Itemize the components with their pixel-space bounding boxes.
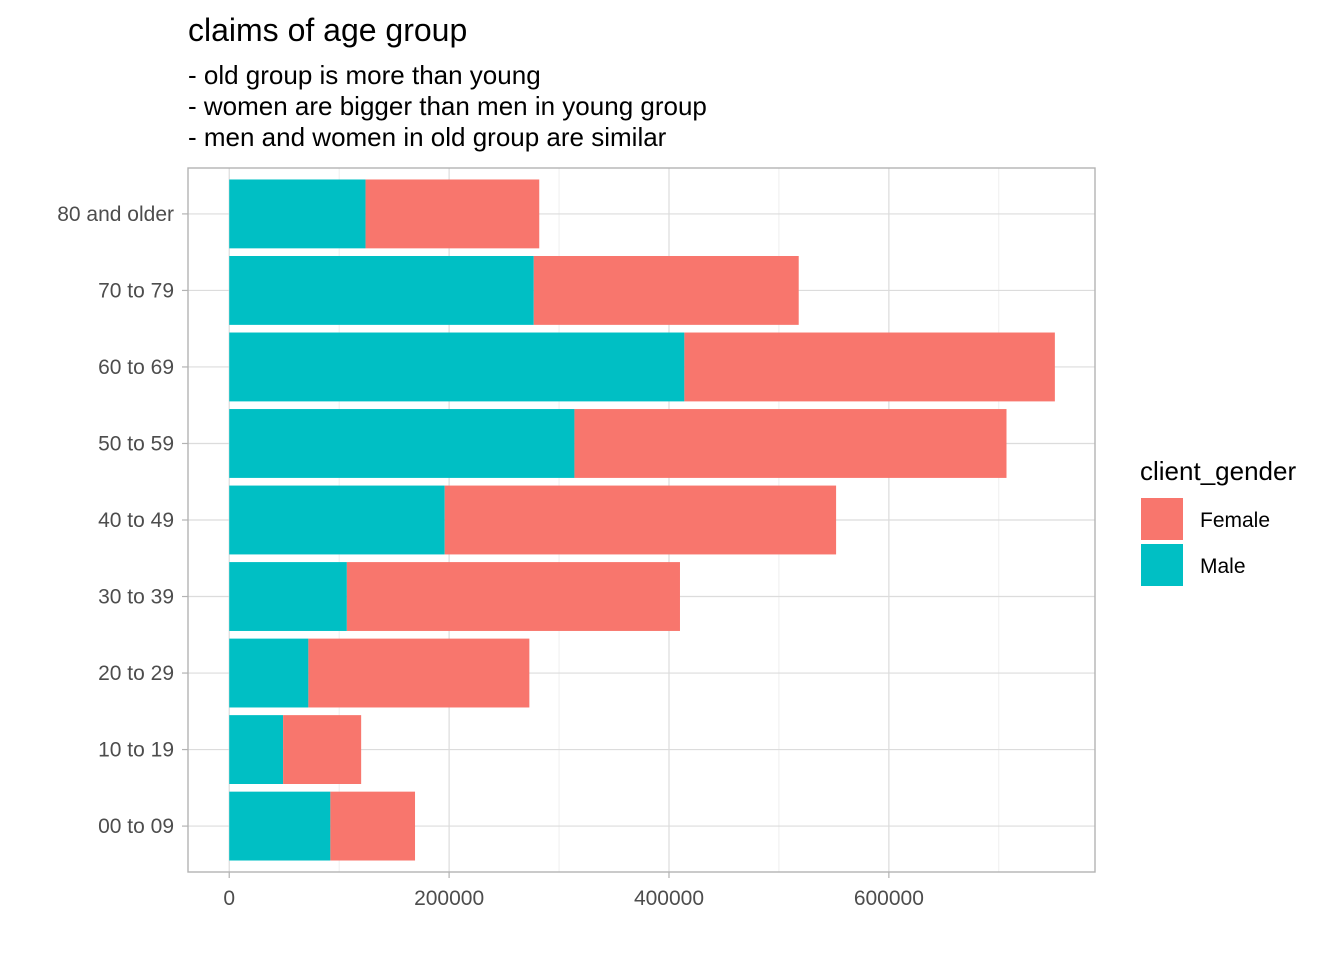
y-tick-label: 40 to 49	[98, 509, 174, 532]
bar-female	[346, 562, 680, 631]
bar-male	[229, 409, 575, 478]
y-tick-label: 70 to 79	[98, 279, 174, 302]
bar-female	[574, 409, 1007, 478]
bar-male	[229, 791, 331, 861]
bar-female	[684, 332, 1055, 402]
bar-female	[365, 179, 540, 249]
legend-swatch-male	[1141, 544, 1183, 586]
axes: 00 to 09 10 to 19 20 to 29 30 to 39 40 to 49…	[57, 203, 924, 910]
bar-male	[229, 179, 366, 249]
subtitle-line: - men and women in old group are similar	[188, 122, 667, 152]
legend-title: client_gender	[1140, 456, 1296, 486]
y-tick-label: 80 and older	[57, 203, 174, 226]
bar-male	[229, 332, 685, 402]
bar-female	[283, 715, 362, 784]
legend-label-female: Female	[1200, 509, 1270, 532]
y-tick-label: 60 to 69	[98, 356, 174, 379]
bars	[229, 179, 1055, 861]
bar-male	[229, 638, 309, 708]
bar-female	[444, 485, 837, 555]
bar-female	[533, 256, 799, 325]
y-tick-label: 00 to 09	[98, 815, 174, 838]
y-tick-label: 50 to 59	[98, 432, 174, 455]
legend-swatch-female	[1141, 498, 1183, 540]
subtitle-line: - old group is more than young	[188, 60, 541, 90]
bar-female	[330, 791, 416, 861]
legend: client_gender Female Male	[1140, 456, 1296, 586]
bar-male	[229, 715, 284, 784]
y-tick-label: 20 to 29	[98, 662, 174, 685]
x-tick-label: 400000	[634, 887, 704, 910]
legend-label-male: Male	[1200, 555, 1246, 578]
chart-title: claims of age group	[188, 12, 468, 48]
bar-male	[229, 256, 534, 325]
y-tick-label: 10 to 19	[98, 739, 174, 762]
y-tick-label: 30 to 39	[98, 586, 174, 609]
chart-subtitle: - old group is more than young - women a…	[188, 60, 707, 153]
bar-female	[308, 638, 530, 708]
x-tick-label: 600000	[854, 887, 924, 910]
x-tick-label: 200000	[414, 887, 484, 910]
bar-male	[229, 562, 347, 631]
subtitle-line: - women are bigger than men in young gro…	[188, 91, 707, 121]
x-tick-label: 0	[223, 887, 235, 910]
bar-male	[229, 485, 445, 555]
